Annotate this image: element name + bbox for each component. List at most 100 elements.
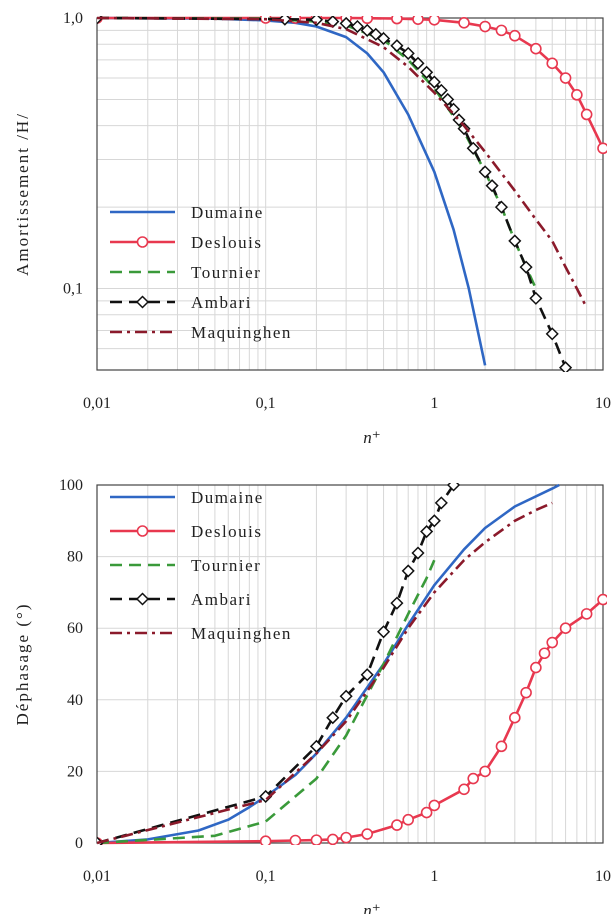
data-point-ambari bbox=[411, 56, 425, 70]
legend-marker bbox=[136, 525, 149, 537]
legend: Dumaine Deslouis Tournier Ambari Maquinghen bbox=[110, 203, 292, 342]
y-axis-label: Amortissement /H/ bbox=[13, 112, 32, 276]
legend-label-maquinghen: Maquinghen bbox=[191, 323, 292, 342]
data-point-ambari bbox=[360, 23, 374, 37]
legend-marker bbox=[135, 295, 150, 309]
x-tick-label: 1 bbox=[430, 868, 438, 885]
x-tick-label: 10 bbox=[595, 868, 611, 885]
y-tick-label: 100 bbox=[59, 477, 83, 494]
data-point-ambari bbox=[434, 496, 448, 510]
data-point-ambari bbox=[350, 19, 364, 34]
data-point-ambari bbox=[420, 524, 434, 539]
data-point-ambari bbox=[401, 564, 415, 578]
data-point-ambari bbox=[441, 92, 455, 107]
legend-label-deslouis: Deslouis bbox=[191, 522, 263, 541]
data-point-deslouis bbox=[289, 834, 302, 845]
data-point-ambari bbox=[494, 200, 509, 214]
data-point-deslouis bbox=[428, 16, 441, 26]
data-point-deslouis bbox=[458, 783, 470, 796]
legend-label-tournier: Tournier bbox=[191, 556, 261, 575]
data-point-deslouis bbox=[412, 16, 424, 25]
legend-marker bbox=[136, 236, 149, 248]
data-point-deslouis bbox=[310, 834, 323, 845]
data-point-ambari bbox=[466, 141, 480, 155]
data-point-ambari bbox=[401, 46, 415, 60]
data-point-deslouis bbox=[361, 16, 374, 25]
amortissement-panel: 0,01 0,1 1 10 1,0 0,1 n⁺ Amortissement /H/Dumai… bbox=[13, 10, 611, 447]
data-point-ambari bbox=[259, 789, 273, 804]
data-point-deslouis bbox=[597, 593, 607, 606]
data-point-deslouis bbox=[361, 828, 374, 840]
data-point-deslouis bbox=[467, 772, 480, 785]
y-tick-label: 0 bbox=[75, 835, 83, 852]
data-point-ambari bbox=[478, 165, 492, 179]
data-point-ambari bbox=[446, 102, 461, 116]
legend-label-maquinghen: Maquinghen bbox=[191, 624, 292, 643]
legend-label-tournier: Tournier bbox=[191, 263, 261, 282]
data-point-ambari bbox=[339, 689, 353, 703]
x-axis-label: n⁺ bbox=[363, 901, 380, 914]
data-point-ambari bbox=[339, 16, 353, 30]
data-point-deslouis bbox=[530, 661, 542, 674]
data-point-deslouis bbox=[428, 799, 441, 812]
data-point-deslouis bbox=[509, 711, 521, 724]
data-point-ambari bbox=[360, 668, 374, 682]
data-point-deslouis bbox=[559, 622, 572, 635]
data-point-ambari bbox=[420, 65, 434, 79]
x-tick-label: 1 bbox=[430, 395, 438, 412]
legend-label-ambari: Ambari bbox=[191, 590, 252, 609]
data-point-deslouis bbox=[391, 16, 403, 25]
y-axis-label: Déphasage (°) bbox=[13, 603, 32, 726]
data-point-ambari bbox=[446, 483, 461, 492]
legend-label-deslouis: Deslouis bbox=[191, 233, 263, 252]
y-tick-label: 60 bbox=[67, 620, 83, 637]
data-point-deslouis bbox=[391, 819, 403, 831]
x-tick-label: 0,1 bbox=[256, 395, 276, 412]
legend: Dumaine Deslouis Tournier Ambari Maquinghen bbox=[110, 488, 292, 643]
data-point-ambari bbox=[427, 75, 441, 89]
data-point-ambari bbox=[508, 234, 522, 248]
series-line-maquinghen bbox=[97, 501, 553, 845]
data-point-ambari bbox=[309, 16, 324, 27]
data-point-ambari bbox=[390, 596, 404, 610]
data-point-ambari bbox=[376, 31, 391, 46]
data-point-deslouis bbox=[597, 142, 607, 155]
plot-frame bbox=[96, 17, 604, 371]
x-axis-label: n⁺ bbox=[363, 428, 380, 447]
grid bbox=[97, 484, 603, 844]
data-point-ambari bbox=[519, 260, 533, 274]
legend-label-dumaine: Dumaine bbox=[191, 488, 264, 507]
legend-label-ambari: Ambari bbox=[191, 293, 252, 312]
series-line-maquinghen bbox=[97, 16, 588, 309]
data-point-ambari bbox=[369, 27, 383, 41]
data-point-deslouis bbox=[495, 740, 508, 753]
data-point-deslouis bbox=[259, 835, 272, 845]
legend-label-dumaine: Dumaine bbox=[191, 203, 264, 222]
data-point-deslouis bbox=[509, 29, 521, 42]
data-point-ambari bbox=[376, 625, 391, 639]
y-tick-label: 20 bbox=[67, 763, 83, 780]
data-point-deslouis bbox=[495, 24, 508, 37]
data-point-deslouis bbox=[402, 813, 415, 826]
data-point-deslouis bbox=[571, 89, 583, 101]
data-point-deslouis bbox=[530, 42, 542, 55]
data-point-ambari bbox=[411, 546, 425, 560]
series-line-dumaine bbox=[97, 483, 560, 845]
x-tick-label: 0,01 bbox=[83, 868, 111, 885]
x-tick-label: 0,01 bbox=[83, 395, 111, 412]
data-point-deslouis bbox=[458, 16, 470, 29]
series-line-tournier bbox=[97, 559, 436, 845]
data-point-ambari bbox=[545, 327, 559, 341]
data-point-ambari bbox=[485, 179, 499, 193]
data-point-deslouis bbox=[559, 72, 572, 84]
data-point-deslouis bbox=[420, 806, 433, 819]
data-point-deslouis bbox=[326, 833, 339, 845]
data-point-deslouis bbox=[546, 57, 559, 70]
data-point-deslouis bbox=[580, 608, 593, 620]
y-tick-label: 40 bbox=[67, 692, 83, 709]
data-point-ambari bbox=[559, 361, 573, 372]
data-point-ambari bbox=[326, 711, 340, 725]
series-line-ambari bbox=[97, 16, 567, 369]
